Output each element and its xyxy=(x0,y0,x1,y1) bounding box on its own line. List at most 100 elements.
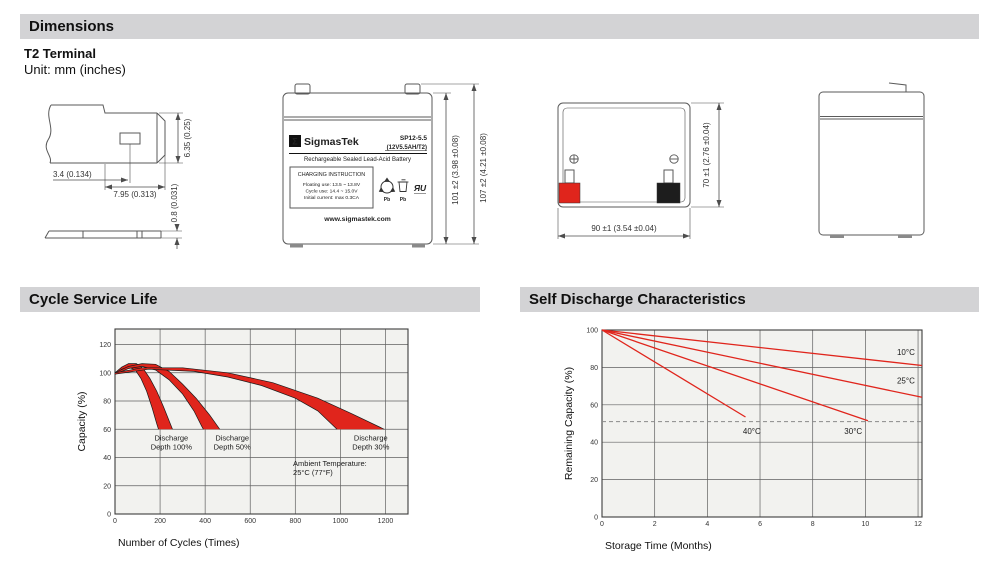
chart-annotation: Discharge xyxy=(354,434,388,443)
y-tick-label: 20 xyxy=(590,477,598,484)
battery-label: Σ SigmasTek SP12-5.5 (12V5.5AH/T2) Recha… xyxy=(289,135,427,223)
top-view-case xyxy=(557,102,691,208)
battery-top-view-drawing: 90 ±1 (3.54 ±0.04) 70 ±1 (2.76 ±0.04) xyxy=(557,102,724,239)
x-tick-label: 200 xyxy=(154,518,166,525)
terminal-wire xyxy=(888,82,907,92)
terminal-tab-outline xyxy=(45,104,166,164)
dim-total-height: 107 ±2 (4.21 ±0.08) xyxy=(479,133,488,203)
chart-annotation: Depth 30% xyxy=(352,443,389,452)
battery-side-view-drawing xyxy=(818,82,925,238)
charging-title: CHARGING INSTRUCTION xyxy=(298,172,365,178)
plot-border xyxy=(601,329,923,518)
plot-border xyxy=(114,328,409,515)
plot-area xyxy=(602,330,922,517)
y-tick-label: 40 xyxy=(103,455,111,462)
negative-terminal-marker xyxy=(669,154,679,164)
y-tick-label: 60 xyxy=(590,402,598,409)
y-tick-label: 100 xyxy=(99,370,111,377)
x-tick-label: 400 xyxy=(199,518,211,525)
terminal-type-label: T2 Terminal xyxy=(24,46,97,61)
chart-annotation: Depth 100% xyxy=(151,443,193,452)
terminal-hole xyxy=(119,132,141,145)
chart-annotation: Discharge xyxy=(154,434,188,443)
side-view-case xyxy=(818,82,925,238)
chart-annotation: Depth 50% xyxy=(214,443,251,452)
brand-logo-icon xyxy=(289,135,301,147)
section-header-cycle-service-life: Cycle Service Life xyxy=(20,287,480,312)
x-tick-label: 2 xyxy=(653,521,657,528)
positive-terminal xyxy=(558,169,581,204)
band-discharge-depth-50 xyxy=(115,363,220,430)
dim-tab-length: 7.95 (0.313) xyxy=(113,190,156,199)
model-number: SP12-5.5 xyxy=(400,135,427,142)
ul-recognized-icon: ЯU xyxy=(413,183,427,194)
series-line-10-c xyxy=(601,329,923,367)
battery-case xyxy=(282,83,433,248)
x-tick-label: 0 xyxy=(113,518,117,525)
charging-line-1: Floating use: 13.5 ~ 13.8V xyxy=(303,182,361,188)
x-tick-label: 12 xyxy=(914,521,922,528)
dim-hole-offset: 3.4 (0.134) xyxy=(53,170,92,179)
chart-annotation: Discharge xyxy=(215,434,249,443)
positive-terminal-marker xyxy=(569,154,579,164)
foot-left xyxy=(290,244,303,248)
x-tick-label: 6 xyxy=(758,521,762,528)
section-title: Cycle Service Life xyxy=(29,291,158,308)
dim-tab-width: 6.35 (0.25) xyxy=(183,118,192,157)
dim-length: 90 ±1 (3.54 ±0.04) xyxy=(591,224,657,233)
dim-width: 70 ±1 (2.76 ±0.04) xyxy=(702,122,711,188)
brand-name: SigmasTek xyxy=(304,136,359,148)
band-edge-upper xyxy=(114,363,173,430)
y-tick-label: 100 xyxy=(586,328,598,335)
y-tick-label: 0 xyxy=(107,512,111,519)
terminal-dimensions: 3.4 (0.134) 7.95 (0.313) 6.35 (0.25) xyxy=(53,112,192,199)
chart-annotation: Ambient Temperature: xyxy=(293,459,367,468)
x-tick-label: 8 xyxy=(811,521,815,528)
band-edge-lower xyxy=(114,368,338,430)
charging-instruction-box xyxy=(289,166,374,209)
y-tick-label: 60 xyxy=(103,427,111,434)
band-edge-upper xyxy=(114,363,221,430)
terminal-side-profile: 0.8 (0.031) xyxy=(44,183,182,249)
band-discharge-depth-30 xyxy=(115,367,385,430)
terminal-tab-left xyxy=(294,83,311,95)
battery-front-view-drawing: Σ SigmasTek SP12-5.5 (12V5.5AH/T2) Recha… xyxy=(282,83,488,248)
y-axis-title: Remaining Capacity (%) xyxy=(563,367,575,480)
foot-right xyxy=(412,244,425,248)
dim-body-height: 101 ±2 (3.98 ±0.08) xyxy=(451,135,460,205)
y-tick-label: 80 xyxy=(103,399,111,406)
foot-left xyxy=(830,235,844,238)
section-header-self-discharge: Self Discharge Characteristics xyxy=(520,287,979,312)
x-tick-label: 10 xyxy=(861,521,869,528)
section-header-dimensions: Dimensions xyxy=(20,14,979,39)
series-label-10-c: 10°C xyxy=(897,348,915,357)
y-tick-label: 20 xyxy=(103,483,111,490)
x-tick-label: 600 xyxy=(244,518,256,525)
brand-logo-glyph: Σ xyxy=(292,137,298,147)
pb-bin-icon: Pb xyxy=(397,179,409,203)
y-tick-label: 0 xyxy=(594,515,598,522)
dim-thickness: 0.8 (0.031) xyxy=(170,183,179,222)
band-discharge-depth-100 xyxy=(115,363,173,430)
ul-mark-glyph: ЯU xyxy=(413,183,427,193)
front-view-dimensions: 101 ±2 (3.98 ±0.08) 107 ±2 (4.21 ±0.08) xyxy=(421,83,488,245)
x-tick-label: 1200 xyxy=(378,518,394,525)
charging-line-3: Initial current: max 0.3CA xyxy=(304,195,360,201)
chart-annotation: 25°C (77°F) xyxy=(293,468,333,477)
y-tick-label: 120 xyxy=(99,342,111,349)
section-title: Self Discharge Characteristics xyxy=(529,291,746,308)
top-view-dimensions: 90 ±1 (3.54 ±0.04) 70 ±1 (2.76 ±0.04) xyxy=(557,102,724,239)
unit-note: Unit: mm (inches) xyxy=(24,62,126,77)
y-axis-title: Capacity (%) xyxy=(76,391,88,451)
series-line-40-c xyxy=(601,329,746,418)
x-tick-label: 0 xyxy=(600,521,604,528)
x-tick-label: 800 xyxy=(289,518,301,525)
cycle-service-life-chart: 0 200 400 600 800 1000 1200 0 20 40 60 80 100 120 Disc… xyxy=(76,328,409,549)
band-edge-lower xyxy=(114,366,204,430)
series-label-40-c: 40°C xyxy=(743,427,761,436)
lid-seam xyxy=(284,116,431,121)
series-line-30-c xyxy=(601,329,869,422)
terminal-tab-right xyxy=(404,83,421,95)
y-tick-label: 80 xyxy=(590,365,598,372)
